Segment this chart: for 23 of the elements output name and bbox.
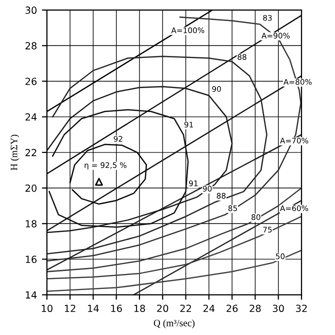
y-tick-label: 20 <box>26 184 37 192</box>
x-tick-label: 32 <box>296 304 307 312</box>
y-tick-label: 24 <box>26 113 37 121</box>
x-tick-label: 26 <box>226 304 238 312</box>
x-tick-label: 22 <box>180 304 191 312</box>
y-axis-title: H (mΣY) <box>10 134 20 170</box>
y-tick-label: 14 <box>26 291 37 298</box>
x-tick-label: 24 <box>203 304 215 312</box>
x-tick-label: 12 <box>64 304 76 312</box>
y-tick-label: 18 <box>26 220 37 228</box>
y-tick-label: 30 <box>26 6 37 14</box>
x-tick-label: 16 <box>111 304 122 312</box>
x-axis-title: Q (m³/sec) <box>154 319 195 328</box>
x-tick-label: 30 <box>272 304 284 312</box>
x-tick-label: 18 <box>134 304 145 312</box>
y-tick-label: 16 <box>26 256 37 264</box>
x-tick-label: 20 <box>157 304 168 312</box>
x-tick-label: 14 <box>88 304 99 312</box>
x-tick-label: 10 <box>42 304 52 312</box>
x-tick-label: 28 <box>250 304 261 312</box>
y-tick-label: 22 <box>26 148 36 156</box>
y-tick-label: 28 <box>26 42 37 50</box>
y-tick-label: 26 <box>26 78 37 86</box>
